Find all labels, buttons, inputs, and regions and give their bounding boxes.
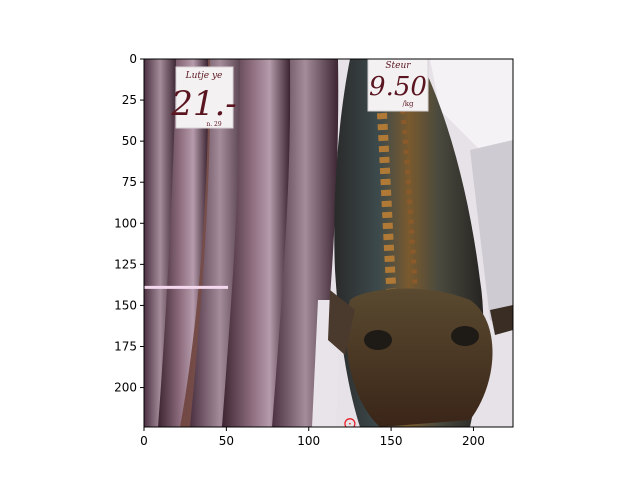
x-tick-label: 200 <box>462 434 485 448</box>
y-tick-label: 150 <box>114 298 137 312</box>
y-tick-label: 175 <box>114 340 137 354</box>
sign-left-top: Lutje ye <box>185 71 223 81</box>
x-tick-label: 100 <box>297 434 320 448</box>
y-tick-label: 100 <box>114 216 137 230</box>
y-tick-label: 25 <box>122 93 137 107</box>
photo: Lutje ye 21.- n. 29 Steur 9.50 /kg <box>144 59 513 427</box>
x-axis: 0 50 100 150 200 <box>140 427 485 448</box>
sign-left-small: n. 29 <box>206 121 221 128</box>
y-tick-label: 75 <box>122 175 137 189</box>
annotation-marker-dot <box>349 422 351 425</box>
sign-right-top: Steur <box>385 61 411 71</box>
sign-right-price: 9.50 <box>369 72 427 102</box>
y-axis: 0 25 50 75 100 125 150 175 200 <box>114 52 144 395</box>
y-tick-label: 125 <box>114 257 137 271</box>
sign-right-small: /kg <box>402 100 414 108</box>
sign-left-price: 21.- <box>170 84 237 124</box>
y-tick-label: 50 <box>122 134 137 148</box>
x-tick-label: 0 <box>140 434 148 448</box>
price-sign-left: Lutje ye 21.- n. 29 <box>170 66 237 129</box>
price-sign-right: Steur 9.50 /kg <box>367 59 429 112</box>
y-tick-label: 0 <box>129 52 137 66</box>
annotation-marker <box>344 418 356 427</box>
y-tick-label: 200 <box>114 381 137 395</box>
x-tick-label: 150 <box>380 434 403 448</box>
x-tick-label: 50 <box>219 434 234 448</box>
axes-frame <box>143 58 514 428</box>
